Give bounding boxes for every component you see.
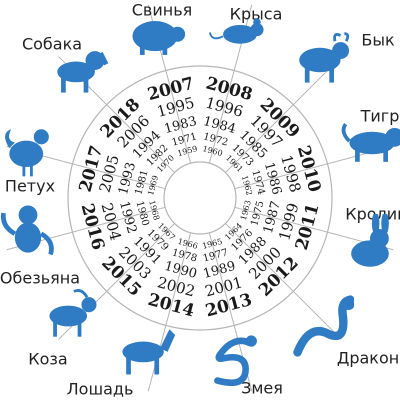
- animal-name-label: Свинья: [131, 0, 193, 20]
- pig-icon: [123, 6, 187, 74]
- animal-name-label: Змея: [241, 378, 283, 398]
- rabbit-icon: [338, 212, 400, 282]
- animal-name-label: Тигр: [360, 106, 400, 126]
- dragon-icon: [290, 294, 355, 362]
- snake-icon: [208, 326, 272, 394]
- sector-divider: [225, 56, 342, 173]
- inner-ring: [163, 161, 237, 235]
- ox-icon: [286, 28, 350, 96]
- rooster-icon: [0, 118, 62, 186]
- monkey-icon: [0, 198, 60, 266]
- rat-icon: [208, 8, 272, 76]
- animal-name-label: Лошадь: [66, 379, 134, 399]
- animal-name-label: Бык: [361, 30, 395, 50]
- goat-icon: [40, 284, 104, 352]
- animal-name-label: Петух: [4, 176, 56, 196]
- animal-name-label: Коза: [28, 349, 68, 369]
- sector-divider: [225, 223, 342, 340]
- horse-icon: [113, 318, 177, 386]
- animal-name-label: Крыса: [229, 4, 283, 24]
- animal-name-label: Дракон: [336, 348, 400, 368]
- dog-icon: [46, 38, 110, 106]
- animal-name-label: Обезьяна: [0, 268, 81, 288]
- animal-name-label: Собака: [21, 34, 83, 54]
- tiger-icon: [340, 111, 400, 179]
